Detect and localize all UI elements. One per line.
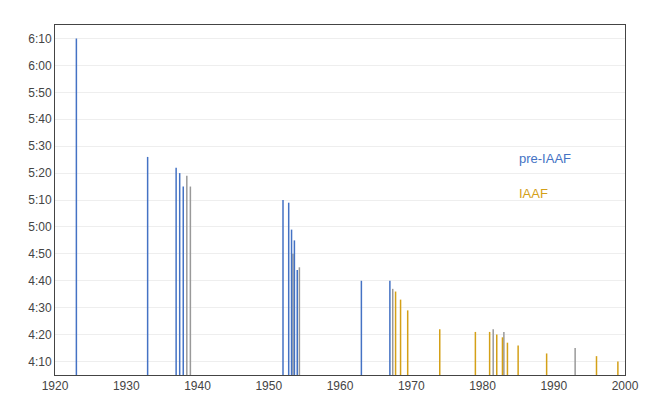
svg-text:1960: 1960	[327, 379, 354, 393]
svg-text:pre-IAAF: pre-IAAF	[519, 151, 571, 166]
svg-text:IAAF: IAAF	[519, 186, 548, 201]
svg-text:4:40: 4:40	[28, 274, 52, 288]
svg-text:6:00: 6:00	[28, 59, 52, 73]
svg-text:6:10: 6:10	[28, 32, 52, 46]
svg-text:1940: 1940	[184, 379, 211, 393]
svg-text:1920: 1920	[42, 379, 69, 393]
svg-text:5:00: 5:00	[28, 220, 52, 234]
svg-text:1950: 1950	[255, 379, 282, 393]
svg-text:5:20: 5:20	[28, 166, 52, 180]
svg-text:1930: 1930	[113, 379, 140, 393]
svg-text:4:20: 4:20	[28, 328, 52, 342]
svg-text:1990: 1990	[540, 379, 567, 393]
svg-text:5:40: 5:40	[28, 112, 52, 126]
svg-text:5:30: 5:30	[28, 139, 52, 153]
svg-text:5:50: 5:50	[28, 86, 52, 100]
svg-text:1970: 1970	[398, 379, 425, 393]
svg-text:1980: 1980	[469, 379, 496, 393]
svg-text:5:10: 5:10	[28, 193, 52, 207]
svg-text:2000: 2000	[612, 379, 639, 393]
svg-text:4:10: 4:10	[28, 355, 52, 369]
svg-text:4:30: 4:30	[28, 301, 52, 315]
svg-text:4:50: 4:50	[28, 247, 52, 261]
